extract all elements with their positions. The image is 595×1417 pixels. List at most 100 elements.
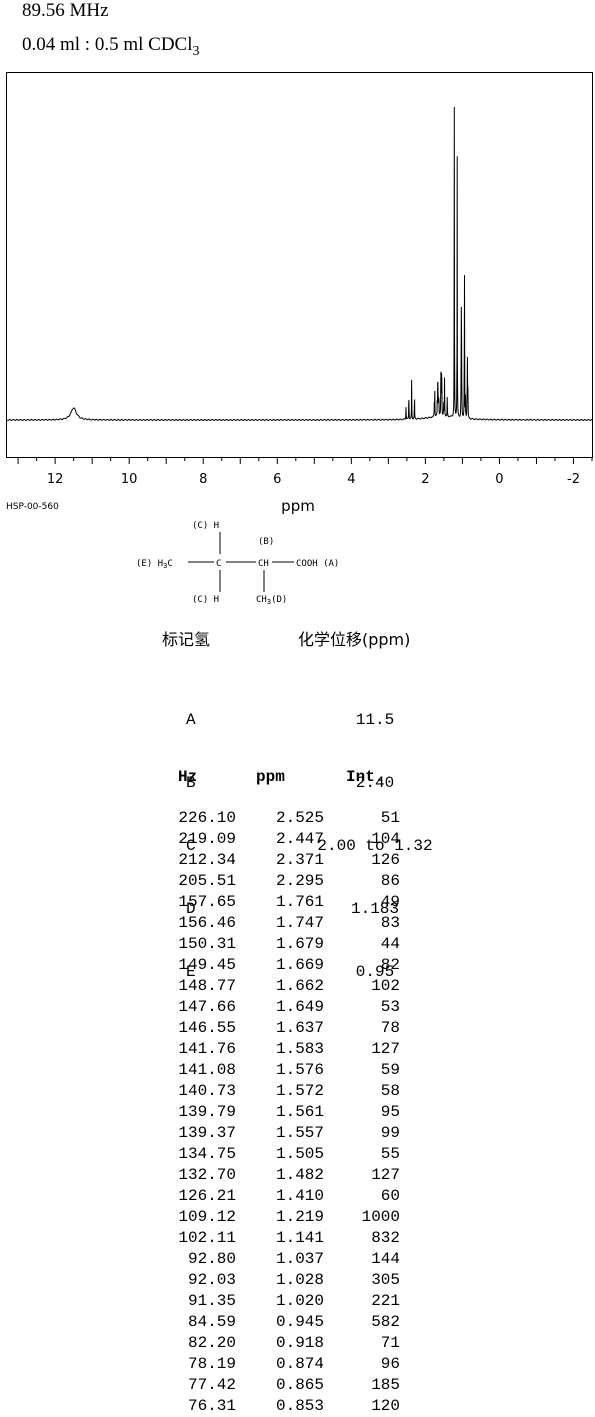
peak-int-cell: 102 bbox=[371, 977, 400, 995]
peak-int-cell: 99 bbox=[380, 1124, 400, 1142]
peak-hz-cell: 109.12 bbox=[178, 1208, 236, 1226]
assignment-header-label: 标记氢 bbox=[162, 630, 211, 649]
x-tick-label: -2 bbox=[567, 472, 580, 487]
header-hz: Hz bbox=[178, 768, 198, 786]
peak-int-cell: 55 bbox=[380, 1145, 400, 1163]
peak-hz-cell: 132.70 bbox=[178, 1166, 236, 1184]
peak-hz-cell: 205.51 bbox=[178, 872, 236, 890]
peak-ppm-cell: 1.669 bbox=[275, 956, 324, 974]
peak-ppm-cell: 1.649 bbox=[275, 998, 324, 1016]
peak-hz-cell: 212.34 bbox=[178, 851, 236, 869]
peak-int-cell: 53 bbox=[380, 998, 400, 1016]
peak-hz-cell: 140.73 bbox=[178, 1082, 236, 1100]
peak-ppm-cell: 1.761 bbox=[275, 893, 324, 911]
x-tick-label: 8 bbox=[199, 472, 207, 487]
molecule-structure: (C) H (E) H3C C (B) CH COOH (A) (C) H CH… bbox=[136, 521, 339, 606]
peak-int-cell: 832 bbox=[371, 1229, 400, 1247]
peak-int-cell: 120 bbox=[371, 1397, 400, 1415]
peak-ppm-cell: 0.945 bbox=[275, 1313, 324, 1331]
peak-hz-cell: 148.77 bbox=[178, 977, 236, 995]
peak-int-cell: 126 bbox=[371, 851, 400, 869]
spectrometer-frequency: 89.56 MHz bbox=[22, 0, 109, 21]
peak-ppm-cell: 1.662 bbox=[275, 977, 324, 995]
peak-hz-cell: 157.65 bbox=[178, 893, 236, 911]
peak-ppm-cell: 1.679 bbox=[275, 935, 324, 953]
peak-hz-cell: 134.75 bbox=[178, 1145, 236, 1163]
peak-hz-cell: 141.76 bbox=[178, 1040, 236, 1058]
header-int: Int. bbox=[346, 768, 385, 786]
x-axis-tick-labels: 12 10 8 6 4 2 0 -2 bbox=[47, 472, 580, 487]
ch3-group: CH3(D) bbox=[256, 595, 287, 606]
x-tick-label: 10 bbox=[121, 472, 138, 487]
nmr-spectrum-chart: 12 10 8 6 4 2 0 -2 ppm bbox=[6, 72, 593, 515]
ch-group: CH bbox=[258, 559, 269, 569]
peak-int-cell: 96 bbox=[380, 1355, 400, 1373]
peak-int-cell: 305 bbox=[371, 1271, 400, 1289]
x-tick-label: 4 bbox=[347, 472, 355, 487]
peak-ppm-cell: 1.028 bbox=[275, 1271, 324, 1289]
peak-hz-cell: 84.59 bbox=[187, 1313, 236, 1331]
peak-int-cell: 59 bbox=[380, 1061, 400, 1079]
peak-hz-cell: 150.31 bbox=[178, 935, 236, 953]
peak-int-cell: 78 bbox=[380, 1019, 400, 1037]
solvent-text: 0.04 ml : 0.5 ml CDCl bbox=[22, 34, 193, 55]
peak-ppm-cell: 1.505 bbox=[275, 1145, 324, 1163]
peak-hz-cell: 147.66 bbox=[178, 998, 236, 1016]
peak-hz-cell: 78.19 bbox=[187, 1355, 236, 1373]
peak-hz-cell: 92.03 bbox=[187, 1271, 236, 1289]
peak-hz-cell: 102.11 bbox=[178, 1229, 236, 1247]
peak-hz-cell: 156.46 bbox=[178, 914, 236, 932]
peak-int-cell: 83 bbox=[380, 914, 400, 932]
peak-hz-cell: 141.08 bbox=[178, 1061, 236, 1079]
peak-hz-cell: 77.42 bbox=[187, 1376, 236, 1394]
peak-int-cell: 44 bbox=[380, 935, 400, 953]
peak-ppm-cell: 0.865 bbox=[275, 1376, 324, 1394]
assignment-label-e: E bbox=[186, 963, 196, 981]
x-tick-label: 6 bbox=[273, 472, 281, 487]
assignment-label-d: D bbox=[186, 900, 196, 918]
spectrum-code: HSP-00-560 bbox=[6, 502, 59, 512]
peak-ppm-cell: 1.557 bbox=[275, 1124, 324, 1142]
peak-hz-cell: 226.10 bbox=[178, 809, 236, 827]
peak-int-cell: 86 bbox=[380, 872, 400, 890]
c-top-label: (C) H bbox=[192, 521, 219, 531]
peak-ppm-cell: 1.561 bbox=[275, 1103, 324, 1121]
peak-ppm-cell: 0.853 bbox=[275, 1397, 324, 1415]
peak-hz-cell: 139.79 bbox=[178, 1103, 236, 1121]
e-group-label: (E) H3C bbox=[136, 559, 173, 570]
peak-int-cell: 127 bbox=[371, 1166, 400, 1184]
x-axis-label: ppm bbox=[281, 497, 315, 515]
peak-int-cell: 221 bbox=[371, 1292, 400, 1310]
peak-int-cell: 127 bbox=[371, 1040, 400, 1058]
peak-ppm-cell: 1.141 bbox=[275, 1229, 324, 1247]
peak-int-cell: 582 bbox=[371, 1313, 400, 1331]
assignment-label-a: A bbox=[186, 711, 196, 729]
x-axis-ticks bbox=[17, 457, 593, 464]
peak-hz-cell: 91.35 bbox=[187, 1292, 236, 1310]
cooh-group: COOH (A) bbox=[296, 559, 339, 569]
peak-ppm-cell: 0.918 bbox=[275, 1334, 324, 1352]
center-carbon: C bbox=[216, 559, 221, 569]
peak-int-cell: 60 bbox=[380, 1187, 400, 1205]
peak-int-cell: 1000 bbox=[361, 1208, 400, 1226]
header-ppm: ppm bbox=[256, 768, 285, 786]
x-tick-label: 2 bbox=[421, 472, 429, 487]
peak-hz-cell: 82.20 bbox=[187, 1334, 236, 1352]
x-tick-label: 0 bbox=[495, 472, 503, 487]
peak-ppm-cell: 1.482 bbox=[275, 1166, 324, 1184]
peak-ppm-cell: 1.410 bbox=[275, 1187, 324, 1205]
spectrum-trace bbox=[6, 106, 593, 422]
peak-ppm-cell: 1.583 bbox=[275, 1040, 324, 1058]
peak-ppm-cell: 1.576 bbox=[275, 1061, 324, 1079]
peak-ppm-cell: 1.037 bbox=[275, 1250, 324, 1268]
peak-ppm-cell: 2.447 bbox=[275, 830, 324, 848]
peak-int-cell: 104 bbox=[371, 830, 400, 848]
assignment-shift-c: 2.00 to 1.32 bbox=[317, 837, 433, 855]
assignment-labels: A B C D E bbox=[186, 668, 205, 1004]
peak-hz-cell: 219.09 bbox=[178, 830, 236, 848]
peak-ppm-cell: 1.020 bbox=[275, 1292, 324, 1310]
peak-int-cell: 185 bbox=[371, 1376, 400, 1394]
assignment-header-shift: 化学位移(ppm) bbox=[298, 630, 411, 649]
assignment-shift-a: 11.5 bbox=[355, 711, 395, 729]
peak-ppm-cell: 1.219 bbox=[275, 1208, 324, 1226]
